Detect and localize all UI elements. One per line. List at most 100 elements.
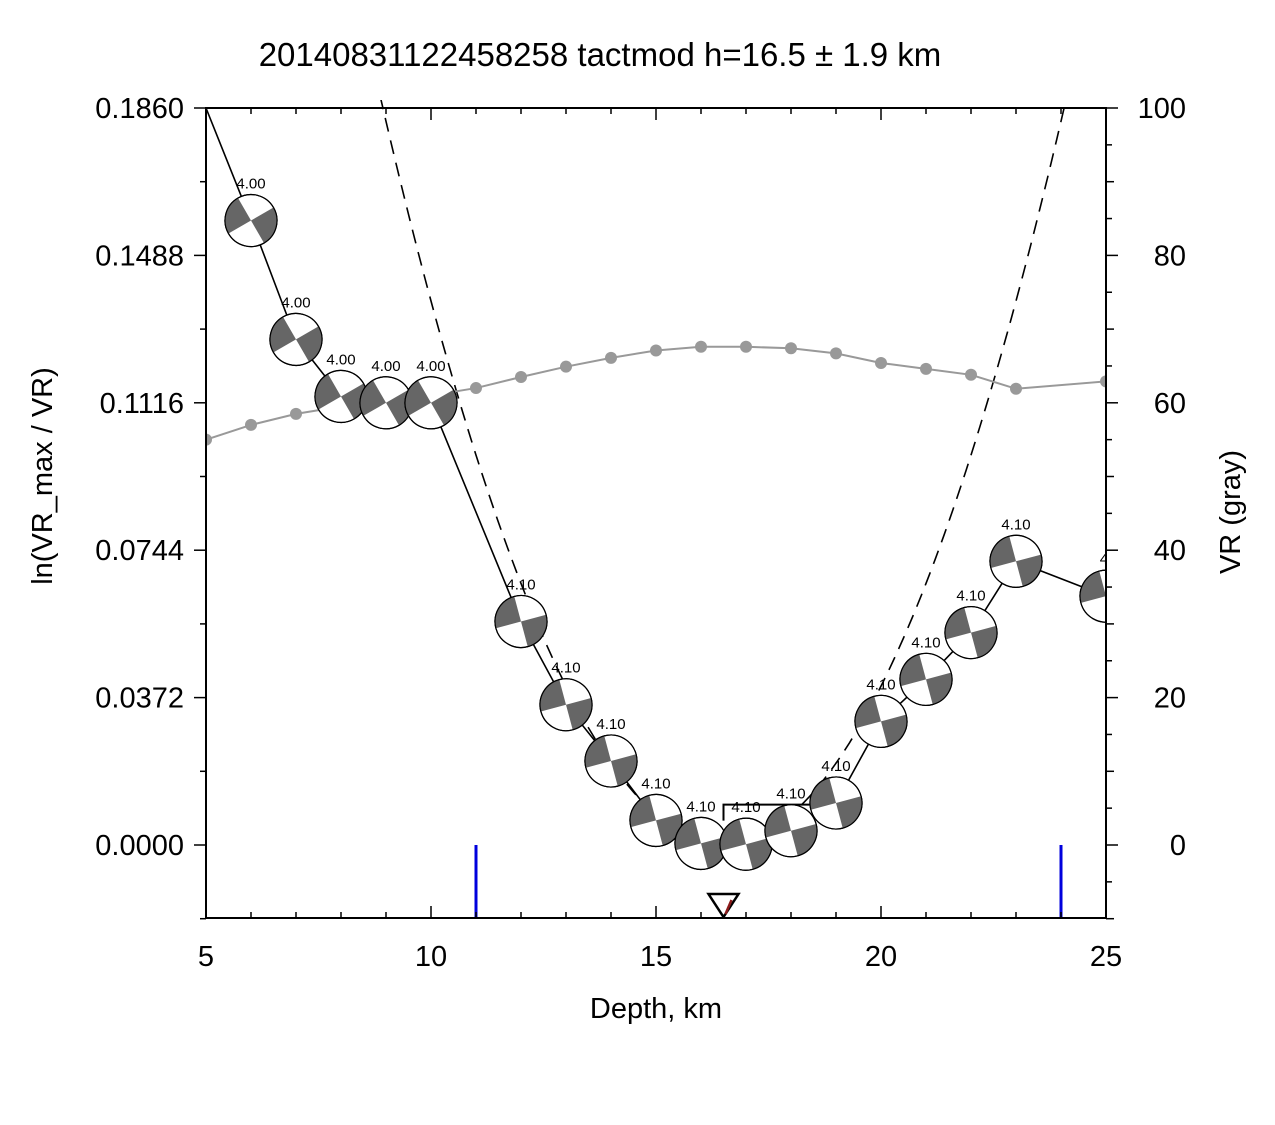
beachball-compression-quadrant — [315, 373, 341, 410]
chart-title: 20140831122458258 tactmod h=16.5 ± 1.9 k… — [259, 36, 942, 73]
beachball-rim — [584, 734, 638, 788]
plot-area: 4.00 4.00 4.00 4.00 4.00 4.10 4.10 4.10 4.10 4.10… — [206, 100, 1138, 918]
beachball-rim — [629, 793, 683, 848]
vr-point — [1010, 382, 1022, 395]
magnitude-label: 4.10 — [731, 799, 760, 816]
magnitude-label: 4.00 — [281, 294, 310, 311]
focal-mechanism — [359, 376, 413, 430]
best-depth-marker-stroke — [724, 899, 733, 915]
beachball-rim — [944, 606, 998, 660]
beachball-rim — [404, 376, 458, 430]
focal-mechanism — [584, 734, 638, 788]
magnitude-label: 4.10 — [551, 660, 580, 677]
focal-mechanism — [224, 193, 278, 248]
focal-mechanism — [944, 606, 998, 660]
vr-point — [1100, 375, 1106, 388]
x-tick-label: 15 — [640, 941, 672, 973]
beachball-compression-quadrant — [251, 207, 277, 244]
magnitude-label: 4.00 — [236, 176, 265, 193]
misfit-line — [206, 107, 1106, 846]
x-tick-label: 25 — [1090, 941, 1122, 973]
vr-point — [875, 357, 887, 370]
vr-point — [920, 362, 932, 375]
y-tick-label-right: 80 — [1154, 240, 1186, 272]
vr-point — [245, 418, 257, 431]
y-tick-label-right: 60 — [1154, 388, 1186, 420]
best-depth-marker — [706, 892, 741, 918]
focal-mechanism — [269, 312, 323, 367]
beachball-rim — [314, 369, 368, 424]
magnitude-label: 4.10 — [686, 798, 715, 815]
vr-point — [830, 347, 842, 360]
focal-mechanism — [494, 594, 548, 649]
x-axis-label: Depth, km — [590, 993, 722, 1025]
focal-mechanism — [764, 804, 818, 858]
beachball-compression-quadrant — [296, 326, 322, 362]
x-tick-label: 10 — [415, 941, 447, 973]
focal-mechanism — [314, 369, 368, 424]
focal-mechanism — [719, 817, 773, 871]
y-tick-label-left: 0.0372 — [95, 683, 184, 715]
x-tick-label: 5 — [198, 941, 214, 973]
y-tick-label-left: 0.1860 — [95, 93, 184, 125]
vr-point — [515, 371, 527, 384]
beachball-rim — [539, 678, 593, 732]
beachball-rim — [1079, 569, 1106, 623]
magnitude-label: 4.10 — [1001, 516, 1030, 533]
beachball-compression-quadrant — [431, 389, 457, 426]
focal-mechanism — [404, 376, 458, 430]
vr-point — [206, 433, 212, 446]
focal-mechanism — [809, 776, 863, 830]
beachball-rim — [899, 652, 953, 706]
y-tick-label-right: 100 — [1138, 93, 1186, 125]
magnitude-label: 4.10 — [506, 577, 535, 594]
y-tick-label-left: 0.0744 — [95, 535, 184, 567]
vr-point — [650, 344, 662, 357]
magnitude-label: 4.00 — [371, 358, 400, 375]
y-tick-label-left: 0.1488 — [95, 240, 184, 272]
y-axis-label-right: VR (gray) — [1215, 450, 1247, 574]
beachball-rim — [854, 694, 908, 748]
vr-point — [740, 340, 752, 353]
beachball-rim — [224, 193, 278, 248]
vr-point — [965, 368, 977, 381]
beachball-rim — [809, 776, 863, 830]
y-tick-label-left: 0.0000 — [95, 830, 184, 862]
vr-point — [470, 382, 482, 395]
focal-mechanism — [1079, 569, 1138, 623]
beachball-compression-quadrant — [405, 380, 431, 416]
vr-point — [785, 342, 797, 355]
beachball-rim — [764, 804, 818, 858]
vr-point — [560, 360, 572, 373]
magnitude-label: 4.10 — [596, 716, 625, 733]
magnitude-label: 4.10 — [641, 775, 670, 792]
beachball-compression-quadrant — [360, 380, 386, 416]
focal-mechanism — [899, 652, 953, 706]
x-tick-label: 20 — [865, 941, 897, 973]
magnitude-label: 4.10 — [821, 758, 850, 775]
y-tick-label-left: 0.1116 — [100, 388, 184, 420]
beachball-compression-quadrant — [270, 316, 296, 353]
beachball-rim — [989, 534, 1043, 588]
magnitude-label: 4.00 — [416, 358, 445, 375]
vr-point — [605, 351, 617, 364]
vr-point — [290, 407, 302, 420]
beachball-rim — [494, 594, 548, 649]
focal-mechanism — [989, 534, 1043, 588]
y-tick-label-right: 40 — [1154, 535, 1186, 567]
beachball-rim — [269, 312, 323, 367]
vr-point — [695, 340, 707, 353]
beachball-compression-quadrant — [1106, 589, 1138, 621]
magnitude-label: 4.10 — [866, 676, 895, 693]
y-tick-label-right: 0 — [1170, 830, 1186, 862]
magnitude-label: 4. — [1100, 551, 1113, 568]
y-tick-label-right: 20 — [1154, 683, 1186, 715]
y-axis-label-left: ln(VR_max / VR) — [27, 367, 59, 585]
beachball-compression-quadrant — [225, 198, 251, 234]
magnitude-label: 4.10 — [776, 786, 805, 803]
focal-mechanism — [539, 678, 593, 732]
magnitude-label: 4.00 — [326, 351, 355, 368]
magnitude-label: 4.10 — [956, 588, 985, 605]
magnitude-label: 4.10 — [911, 634, 940, 651]
